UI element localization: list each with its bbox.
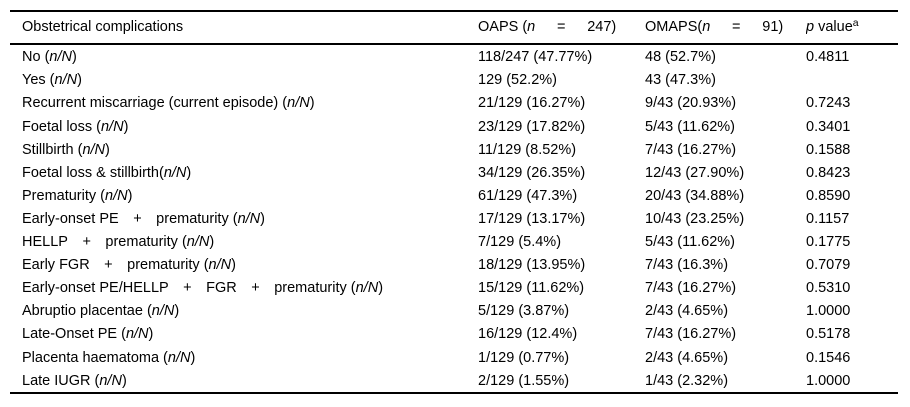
- oaps-value: 11/129 (8.52%): [478, 142, 577, 158]
- omaps-value: 9/43 (20.93%): [645, 96, 737, 111]
- complication-label: Abruptio placentae (n/N): [22, 304, 180, 319]
- complication-label: Placenta haematoma (n/N): [22, 350, 196, 366]
- p-value: 0.1775: [806, 235, 851, 250]
- oaps-value: 23/129 (17.82%): [478, 119, 586, 135]
- omaps-value: 12/43 (27.90%): [645, 165, 745, 181]
- p-value: 0.5178: [806, 327, 851, 342]
- table-row: Recurrent miscarriage (current episode) …: [10, 92, 898, 115]
- complication-label: Late-Onset PE (n/N): [22, 327, 154, 342]
- omaps-value: 2/43 (4.65%): [645, 304, 729, 319]
- table-row: Yes (n/N) 129 (52.2%) 43 (47.3%): [10, 69, 898, 92]
- complication-label: Foetal loss (n/N): [22, 119, 129, 135]
- omaps-value: 43 (47.3%): [645, 73, 716, 88]
- p-value: 0.1157: [806, 211, 850, 227]
- p-value: 0.8423: [806, 165, 851, 181]
- column-header-p-value: p valuea: [806, 20, 859, 35]
- omaps-value: 5/43 (11.62%): [645, 235, 736, 250]
- complication-label: HELLP + prematurity (n/N): [22, 235, 215, 250]
- p-value: 1.0000: [806, 373, 851, 389]
- oaps-value: 16/129 (12.4%): [478, 327, 578, 342]
- table-row: Foetal loss & stillbirth(n/N) 34/129 (26…: [10, 161, 898, 184]
- oaps-value: 7/129 (5.4%): [478, 235, 562, 250]
- p-value: 0.3401: [806, 119, 851, 135]
- table-header-row: Obstetrical complications OAPS (n = 247)…: [10, 10, 898, 45]
- table-row: Stillbirth (n/N) 11/129 (8.52%) 7/43 (16…: [10, 138, 898, 161]
- oaps-value: 1/129 (0.77%): [478, 350, 570, 366]
- omaps-value: 5/43 (11.62%): [645, 119, 736, 135]
- p-value: 0.7079: [806, 258, 851, 273]
- p-value: 0.1546: [806, 350, 851, 366]
- table-row: Late IUGR (n/N) 2/129 (1.55%) 1/43 (2.32…: [10, 369, 898, 392]
- table-row: HELLP + prematurity (n/N) 7/129 (5.4%) 5…: [10, 231, 898, 254]
- table-body: No (n/N) 118/247 (47.77%) 48 (52.7%) 0.4…: [10, 45, 898, 395]
- paper-table: Obstetrical complications OAPS (n = 247)…: [10, 10, 898, 395]
- omaps-value: 2/43 (4.65%): [645, 350, 729, 366]
- p-value: 0.7243: [806, 96, 851, 111]
- oaps-value: 18/129 (13.95%): [478, 258, 586, 273]
- complication-label: Early-onset PE + prematurity (n/N): [22, 211, 265, 227]
- complication-label: Late IUGR (n/N): [22, 373, 127, 389]
- p-value: 0.1588: [806, 142, 851, 158]
- table-row: Prematurity (n/N) 61/129 (47.3%) 20/43 (…: [10, 185, 898, 208]
- oaps-value: 5/129 (3.87%): [478, 304, 570, 319]
- oaps-value: 2/129 (1.55%): [478, 373, 570, 389]
- omaps-value: 7/43 (16.27%): [645, 142, 737, 158]
- oaps-value: 34/129 (26.35%): [478, 165, 586, 181]
- oaps-value: 15/129 (11.62%): [478, 281, 585, 296]
- omaps-value: 20/43 (34.88%): [645, 188, 745, 204]
- oaps-value: 118/247 (47.77%): [478, 50, 593, 65]
- table-row: Abruptio placentae (n/N) 5/129 (3.87%) 2…: [10, 300, 898, 323]
- omaps-value: 7/43 (16.3%): [645, 258, 729, 273]
- p-value: 1.0000: [806, 304, 851, 319]
- omaps-value: 1/43 (2.32%): [645, 373, 729, 389]
- column-header-omaps: OMAPS(n = 91): [645, 20, 784, 35]
- table-row: Early-onset PE + prematurity (n/N) 17/12…: [10, 208, 898, 231]
- column-header-complications: Obstetrical complications: [22, 20, 184, 35]
- omaps-value: 7/43 (16.27%): [645, 281, 737, 296]
- oaps-value: 61/129 (47.3%): [478, 188, 578, 204]
- complication-label: Yes (n/N): [22, 73, 82, 88]
- oaps-value: 21/129 (16.27%): [478, 96, 586, 111]
- oaps-value: 17/129 (13.17%): [478, 211, 586, 227]
- table-row: No (n/N) 118/247 (47.77%) 48 (52.7%) 0.4…: [10, 46, 898, 69]
- table-row: Early FGR + prematurity (n/N) 18/129 (13…: [10, 254, 898, 277]
- omaps-value: 48 (52.7%): [645, 50, 716, 65]
- complication-label: Foetal loss & stillbirth(n/N): [22, 165, 192, 181]
- complication-label: Early FGR + prematurity (n/N): [22, 258, 236, 273]
- complication-label: Recurrent miscarriage (current episode) …: [22, 96, 315, 111]
- complication-label: No (n/N): [22, 50, 77, 65]
- column-header-oaps: OAPS (n = 247): [478, 20, 617, 35]
- oaps-value: 129 (52.2%): [478, 73, 557, 88]
- complication-label: Prematurity (n/N): [22, 188, 133, 204]
- complication-label: Early-onset PE/HELLP + FGR + prematurity…: [22, 281, 384, 296]
- table-row: Placenta haematoma (n/N) 1/129 (0.77%) 2…: [10, 346, 898, 369]
- p-value: 0.4811: [806, 50, 850, 65]
- complication-label: Stillbirth (n/N): [22, 142, 110, 158]
- table-row: Late-Onset PE (n/N) 16/129 (12.4%) 7/43 …: [10, 323, 898, 346]
- p-value: 0.8590: [806, 188, 851, 204]
- p-value: 0.5310: [806, 281, 851, 296]
- table-row: Early-onset PE/HELLP + FGR + prematurity…: [10, 277, 898, 300]
- omaps-value: 7/43 (16.27%): [645, 327, 737, 342]
- omaps-value: 10/43 (23.25%): [645, 211, 745, 227]
- table-row: Foetal loss (n/N) 23/129 (17.82%) 5/43 (…: [10, 115, 898, 138]
